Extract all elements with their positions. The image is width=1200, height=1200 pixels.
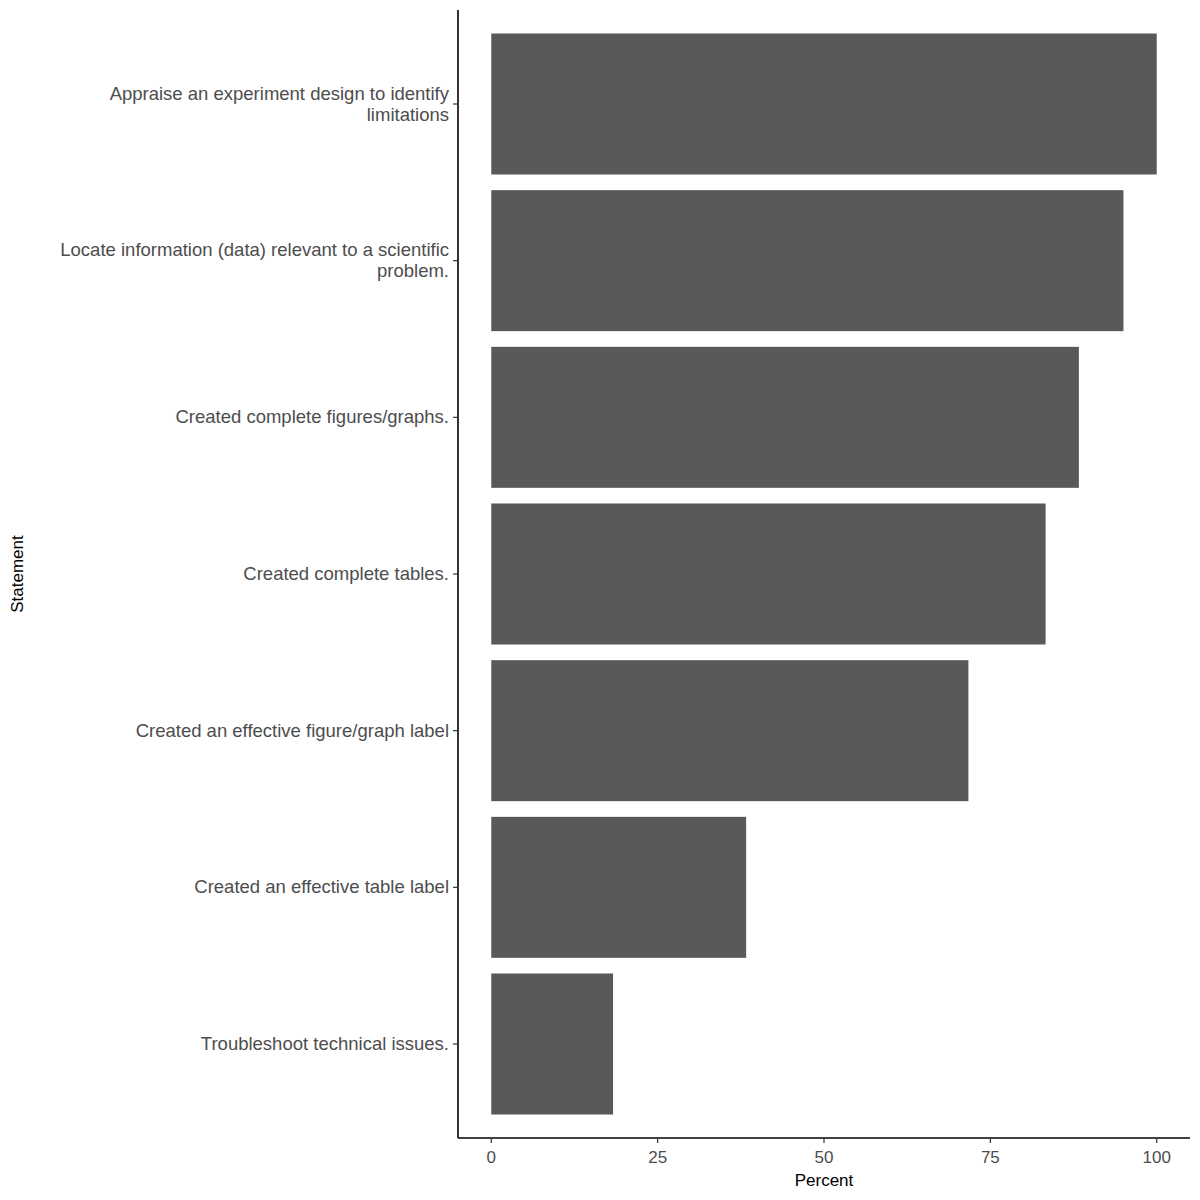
x-tick-label: 25 [648,1148,667,1167]
y-tick-label: Locate information (data) relevant to a … [60,239,449,281]
bar [491,660,968,801]
x-tick [1156,1138,1157,1143]
chart: 0 25 50 75 100 Appraise an experiment design … [0,0,1200,1200]
bar [491,817,746,958]
bar [491,974,613,1115]
x-tick [657,1138,658,1143]
y-tick [453,417,458,418]
y-tick [453,730,458,731]
y-tick [453,1043,458,1044]
label-line: Created an effective figure/graph label [136,720,449,741]
y-tick-label: Created complete tables. [243,563,449,584]
x-tick-label: 0 [487,1148,496,1167]
y-tick [453,260,458,261]
bar [491,190,1123,331]
label-line: Created complete tables. [243,563,449,584]
y-tick-label: Created complete figures/graphs. [175,406,449,427]
x-tick-label: 50 [815,1148,834,1167]
label-line: problem. [377,260,449,281]
label-line: Troubleshoot technical issues. [201,1033,449,1054]
y-tick-label: Troubleshoot technical issues. [201,1033,449,1054]
bars [491,34,1156,1115]
y-tick-label: Created an effective figure/graph label [136,720,449,741]
x-axis-title: Percent [795,1171,854,1190]
y-tick [453,887,458,888]
y-tick [453,103,458,104]
label-line: Locate information (data) relevant to a … [60,239,449,260]
bar [491,504,1045,645]
x-tick [491,1138,492,1143]
x-tick-label: 75 [981,1148,1000,1167]
bar [491,347,1079,488]
y-tick-label: Appraise an experiment design to identif… [110,83,450,125]
bar [491,34,1156,175]
y-tick [453,573,458,574]
y-tick-label: Created an effective table label [194,876,449,897]
label-line: limitations [367,104,449,125]
label-line: Created an effective table label [194,876,449,897]
label-line: Created complete figures/graphs. [175,406,449,427]
x-tick [990,1138,991,1143]
y-axis-title: Statement [8,535,27,613]
x-tick [823,1138,824,1143]
label-line: Appraise an experiment design to identif… [110,83,450,104]
x-tick-label: 100 [1143,1148,1171,1167]
